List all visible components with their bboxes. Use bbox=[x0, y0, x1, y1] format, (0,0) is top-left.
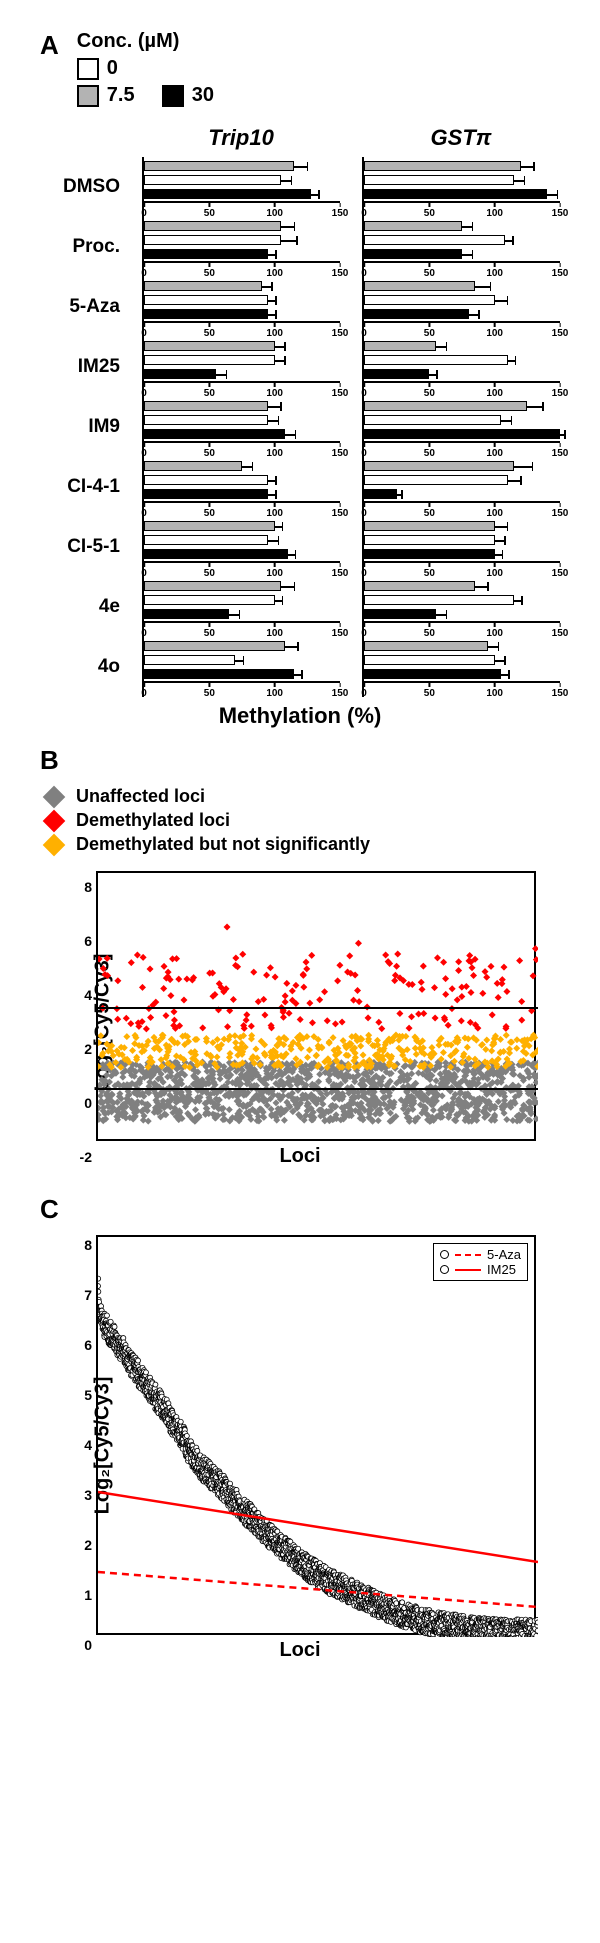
panel-b: B Unaffected loci Demethylated loci Demeth… bbox=[40, 745, 560, 1168]
swatch-30 bbox=[162, 85, 184, 107]
minibar-IM25-Trip10: 050100150 bbox=[142, 337, 340, 397]
conc-0: 0 bbox=[107, 57, 118, 80]
row-label-5-aza: 5-Aza bbox=[40, 277, 120, 337]
panel-a-barcharts-grid: Trip10 GSTπ DMSO050100150050100150Proc.0… bbox=[40, 125, 560, 697]
row-label-ci-4-1: CI-4-1 bbox=[40, 457, 120, 517]
minibar-5-Aza-Trip10: 050100150 bbox=[142, 277, 340, 337]
col-title-trip10: Trip10 bbox=[142, 125, 340, 151]
minibar-DMSO-Trip10: 050100150 bbox=[142, 157, 340, 217]
row-label-im9: IM9 bbox=[40, 397, 120, 457]
panel-b-label: B bbox=[40, 745, 59, 776]
legend-item: Demethylated loci bbox=[40, 810, 560, 831]
panel-c-label: C bbox=[40, 1194, 59, 1225]
minibar-IM9-Trip10: 050100150 bbox=[142, 397, 340, 457]
panel-c-scatter: 5-AzaIM25 bbox=[96, 1235, 536, 1635]
minibar-Proc.-GSTπ: 050100150 bbox=[362, 217, 560, 277]
legend-title: Conc. (µM) bbox=[77, 30, 214, 53]
panel-c: C Log₂[Cy5/Cy3] 012345678 5-AzaIM25 Loci bbox=[40, 1194, 560, 1662]
swatch-0 bbox=[77, 58, 99, 80]
panel-b-yticks: -202468 bbox=[68, 871, 92, 1168]
row-label-dmso: DMSO bbox=[40, 157, 120, 217]
conc-7p5: 7.5 bbox=[107, 84, 135, 107]
minibar-CI-5-1-GSTπ: 050100150 bbox=[362, 517, 560, 577]
legend-item: Demethylated but not significantly bbox=[40, 834, 560, 855]
panel-a-xaxis-title: Methylation (%) bbox=[40, 703, 560, 729]
minibar-Proc.-Trip10: 050100150 bbox=[142, 217, 340, 277]
minibar-CI-4-1-Trip10: 050100150 bbox=[142, 457, 340, 517]
legend-item: Unaffected loci bbox=[40, 786, 560, 807]
row-label-ci-5-1: CI-5-1 bbox=[40, 517, 120, 577]
swatch-7p5 bbox=[77, 85, 99, 107]
minibar-CI-5-1-Trip10: 050100150 bbox=[142, 517, 340, 577]
panel-a: A Conc. (µM) 0 7.5 30 Trip10 GSTπ DMSO05… bbox=[40, 30, 560, 729]
minibar-4e-Trip10: 050100150 bbox=[142, 577, 340, 637]
panel-c-yticks: 012345678 bbox=[68, 1235, 92, 1662]
minibar-4o-Trip10: 050100150 bbox=[142, 637, 340, 697]
minibar-DMSO-GSTπ: 050100150 bbox=[362, 157, 560, 217]
minibar-IM25-GSTπ: 050100150 bbox=[362, 337, 560, 397]
minibar-IM9-GSTπ: 050100150 bbox=[362, 397, 560, 457]
minibar-4o-GSTπ: 050100150 bbox=[362, 637, 560, 697]
panel-a-label: A bbox=[40, 30, 59, 61]
row-label-4o: 4o bbox=[40, 637, 120, 697]
minibar-CI-4-1-GSTπ: 050100150 bbox=[362, 457, 560, 517]
row-label-4e: 4e bbox=[40, 577, 120, 637]
minibar-4e-GSTπ: 050100150 bbox=[362, 577, 560, 637]
panel-b-scatter bbox=[96, 871, 536, 1141]
col-title-gstpi: GSTπ bbox=[362, 125, 560, 151]
minibar-5-Aza-GSTπ: 050100150 bbox=[362, 277, 560, 337]
row-label-im25: IM25 bbox=[40, 337, 120, 397]
row-label-proc-: Proc. bbox=[40, 217, 120, 277]
conc-30: 30 bbox=[192, 84, 214, 107]
panel-b-legend: Unaffected loci Demethylated loci Demethyl… bbox=[40, 786, 560, 855]
panel-a-conc-legend: Conc. (µM) 0 7.5 30 bbox=[77, 30, 214, 107]
